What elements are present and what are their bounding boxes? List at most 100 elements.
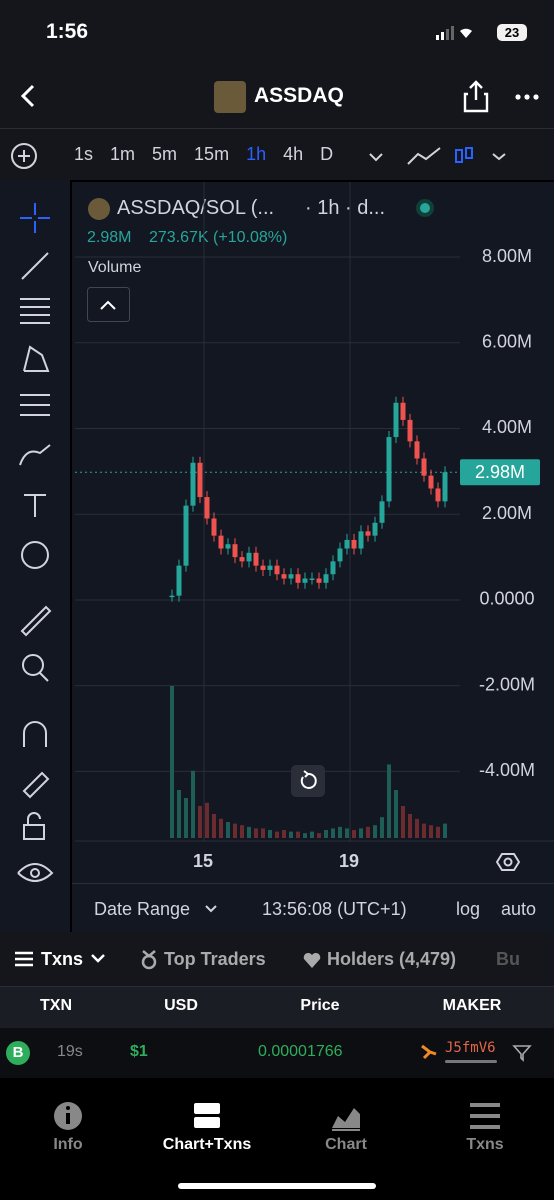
volume-bar [247, 826, 251, 838]
candle [302, 578, 308, 583]
candle [442, 472, 448, 502]
home-indicator [178, 1183, 376, 1189]
column-header: USD [164, 997, 198, 1014]
timeframe[interactable]: 5m [152, 144, 178, 164]
volume-bar [373, 825, 377, 838]
tab[interactable]: Top Traders [164, 949, 266, 969]
candle [295, 574, 301, 583]
candle [246, 552, 252, 562]
candle [183, 505, 189, 566]
volume-bar [436, 826, 440, 838]
tab[interactable]: Txns [41, 949, 84, 969]
dropdown-arrow [205, 905, 217, 913]
candle [323, 574, 329, 583]
volume-bar [324, 830, 328, 838]
last-price-label: 2.98M [475, 462, 525, 482]
candle [393, 402, 399, 438]
candle [288, 574, 294, 579]
txns-icon [15, 951, 33, 967]
market-status [416, 199, 434, 217]
volume-bar [184, 798, 188, 838]
date-range[interactable]: Date Range [94, 899, 191, 919]
timeframe[interactable]: 4h [283, 144, 304, 164]
volume-bar [429, 825, 433, 838]
volume-bar [359, 828, 363, 838]
dropdown-arrow [91, 954, 105, 963]
timeframe[interactable]: 1m [110, 144, 136, 164]
candle [232, 544, 238, 558]
candle [428, 475, 434, 489]
tab[interactable]: Bu [496, 949, 520, 969]
price-chart: 8.00M 6.00M 4.00M 2.00M 0.0000 -2.00M -4.00M 2.… [75, 182, 554, 842]
drawing-tools[interactable] [12, 195, 60, 895]
txn-price: 0.00001766 [258, 1043, 343, 1060]
y-tick-label: 4.00M [482, 417, 532, 437]
chart-settings[interactable] [496, 850, 520, 874]
volume-bar [394, 790, 398, 838]
legend-price: 2.98M [87, 229, 132, 246]
auto-toggle[interactable]: auto [501, 899, 537, 919]
volume-bar [261, 828, 265, 838]
log-toggle[interactable]: log [456, 899, 481, 919]
last-price-box [460, 459, 540, 486]
volume-bar [443, 823, 447, 838]
divider [0, 128, 554, 129]
timeframe[interactable]: 1h [246, 144, 267, 164]
volume-bar [254, 828, 258, 838]
volume-bar [177, 790, 181, 838]
nav-item[interactable]: Chart [325, 1136, 367, 1153]
txn-maker[interactable]: J5fmV6 [445, 1040, 496, 1056]
candle [407, 419, 413, 442]
timeframes: 1s 1m 5m 15m 1h 4h D [74, 144, 333, 165]
candle [386, 437, 392, 502]
candle [337, 548, 343, 562]
timeframe[interactable]: D [320, 144, 334, 164]
txn-type: B [6, 1041, 30, 1065]
volume-bar [310, 831, 314, 838]
table-row [0, 1028, 554, 1078]
tab[interactable]: Holders (4,479) [327, 949, 457, 969]
nav-item[interactable]: Txns [466, 1136, 504, 1153]
candle [372, 522, 378, 536]
candle [204, 497, 210, 519]
more-button[interactable] [514, 92, 540, 102]
candle [225, 544, 231, 549]
collapse-legend[interactable] [87, 287, 130, 323]
timeframe[interactable]: 15m [194, 144, 230, 164]
volume-bar [198, 806, 202, 838]
candle [169, 595, 175, 598]
volume-bar [170, 686, 174, 838]
volume-bar [345, 828, 349, 838]
candle [281, 574, 287, 579]
symbol-icon [88, 198, 110, 220]
nav-item[interactable]: Chart+Txns [162, 1136, 252, 1153]
candle [190, 462, 196, 506]
maker-icon [421, 1044, 437, 1060]
candle [379, 501, 385, 523]
volume-bar [352, 830, 356, 838]
candle [211, 518, 217, 536]
maker-bar [445, 1060, 497, 1063]
add-indicator[interactable] [10, 142, 38, 170]
share-button[interactable] [462, 80, 490, 114]
volume-bar [408, 814, 412, 838]
reset-chart[interactable] [291, 765, 325, 797]
candle [358, 531, 364, 549]
volume-bar [219, 818, 223, 838]
volume-bar [191, 770, 195, 838]
candle [316, 578, 322, 583]
volume-bar [401, 806, 405, 838]
candle [218, 535, 224, 549]
filter-icon[interactable] [512, 1044, 532, 1062]
nav-item[interactable]: Info [53, 1136, 83, 1153]
status-time: 1:56 [46, 20, 89, 43]
back-button[interactable] [16, 82, 40, 110]
candle [197, 462, 203, 498]
volume-bar [268, 830, 272, 838]
timeframe[interactable]: 1s [74, 144, 94, 164]
y-tick-label: 8.00M [482, 246, 532, 266]
volume-bar [296, 831, 300, 838]
txn-age: 19s [57, 1043, 83, 1060]
candle [260, 565, 266, 570]
